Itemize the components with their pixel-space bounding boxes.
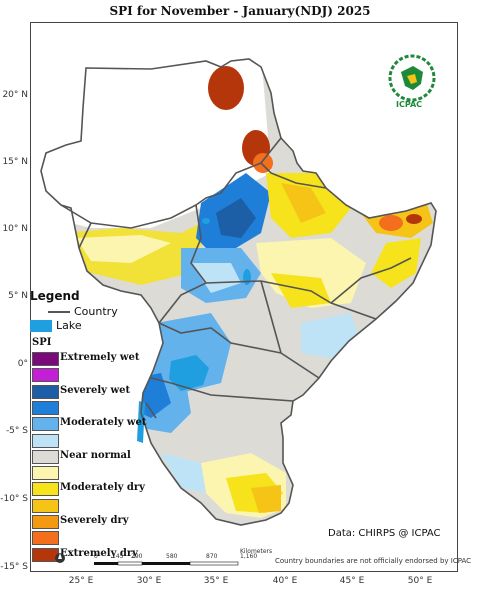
- scale-tick-label: 290: [131, 553, 143, 560]
- spi-swatch: [32, 352, 59, 366]
- spi-class-label: Extremely dry: [60, 547, 138, 559]
- spi-swatch: [32, 449, 59, 464]
- lon-tick-35e: 35° E: [203, 576, 229, 586]
- lon-tick-50e: 50° E: [407, 576, 433, 586]
- legend-title: Legend: [30, 289, 80, 303]
- lake-tana: [202, 218, 210, 224]
- lat-tick-10s: -10° S: [0, 494, 28, 504]
- scale-tick-label: 1,160: [240, 553, 258, 560]
- scale-unit: Kilometers: [240, 548, 273, 555]
- scale-tick-label: 580: [166, 553, 178, 560]
- spi-class-label: Extremely wet: [60, 352, 140, 363]
- spi-swatch: [32, 515, 59, 529]
- lake-victoria: [169, 355, 209, 391]
- scale-bar: [55, 553, 239, 566]
- data-credit: Data: CHIRPS @ ICPAC: [328, 528, 441, 539]
- spi-swatch: [32, 482, 59, 497]
- lat-tick-10n: 10° N: [2, 224, 28, 234]
- map-frame: [30, 22, 458, 572]
- lon-tick-40e: 40° E: [272, 576, 298, 586]
- igad-icpac-logo: [388, 54, 436, 102]
- lon-tick-25e: 25° E: [68, 576, 94, 586]
- map-legend: Legend Country Lake: [30, 289, 180, 332]
- lat-tick-15s: -15° S: [0, 562, 28, 572]
- scale-tick-label: 0: [94, 553, 98, 560]
- spi-swatch: [32, 368, 59, 383]
- spi-class-label: Moderately dry: [60, 482, 145, 494]
- scale-tick-label: 870: [206, 553, 218, 560]
- lake-tanganyika: [137, 401, 145, 443]
- spi-swatch: [32, 433, 59, 448]
- lon-tick-45e: 45° E: [339, 576, 365, 586]
- map-title: SPI for November - January(NDJ) 2025: [109, 4, 371, 18]
- spi-swatch: [32, 466, 59, 481]
- spi-swatch: [32, 531, 59, 546]
- spi-class-label: Near normal: [60, 449, 131, 461]
- spi-swatch: [32, 417, 59, 432]
- legend-country-label: Country: [74, 305, 118, 318]
- spi-class-label: Moderately wet: [60, 417, 147, 429]
- spi-map: [40, 58, 437, 526]
- logo-text: ICPAC: [396, 100, 423, 109]
- lat-tick-5s: -5° S: [5, 426, 28, 436]
- scale-tick-label: 145: [112, 553, 124, 560]
- spi-class-label: Severely dry: [60, 515, 129, 526]
- lat-tick-15n: 15° N: [2, 157, 28, 167]
- lat-tick-0: 0°: [17, 359, 28, 369]
- spi-class-label: Severely wet: [60, 384, 131, 396]
- country-boundaries: [40, 58, 437, 526]
- spi-swatch: [32, 384, 59, 399]
- spi-swatch: [32, 498, 59, 513]
- legend-lake-row: Lake: [30, 319, 82, 332]
- lake-turkana: [243, 269, 251, 285]
- spi-swatch: [32, 400, 59, 415]
- legend-country-row: Country: [48, 305, 118, 318]
- lon-tick-30e: 30° E: [136, 576, 162, 586]
- country-line-icon: [48, 310, 70, 313]
- lat-tick-20n: 20° N: [2, 90, 28, 100]
- disclaimer: Country boundaries are not officially en…: [275, 557, 472, 565]
- lat-tick-5n: 5° N: [8, 291, 28, 301]
- legend-lake-label: Lake: [56, 319, 82, 332]
- spi-label: SPI: [32, 337, 52, 348]
- lake-swatch-icon: [30, 319, 52, 332]
